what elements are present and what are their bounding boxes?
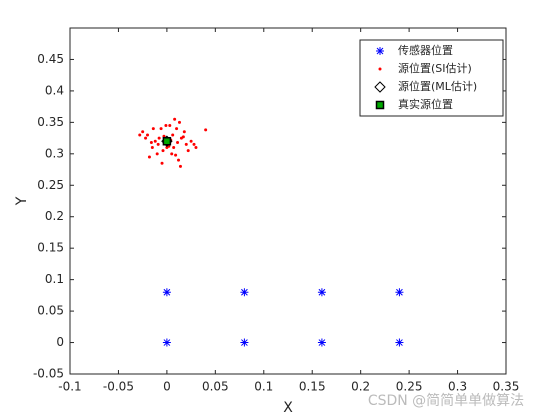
marker-dot xyxy=(160,161,164,165)
y-tick-label: 0.1 xyxy=(45,272,64,286)
watermark: CSDN @简简单单做算法 xyxy=(368,392,524,409)
y-tick-label: 0.25 xyxy=(37,178,64,192)
marker-asterisk xyxy=(317,338,326,347)
marker-dot xyxy=(149,140,153,144)
x-tick-label: 0.35 xyxy=(493,380,520,394)
marker-dot xyxy=(141,130,145,134)
marker-dot xyxy=(177,158,181,162)
x-tick-label: -0.05 xyxy=(103,380,134,394)
marker-dot xyxy=(162,134,166,138)
marker-dot xyxy=(173,117,177,121)
x-tick-label: 0.1 xyxy=(254,380,273,394)
marker-dot xyxy=(147,155,151,159)
marker-asterisk xyxy=(162,288,171,297)
x-tick-label: 0.3 xyxy=(448,380,467,394)
y-axis-label: Y xyxy=(14,196,30,206)
marker-dot xyxy=(144,136,148,140)
marker-asterisk xyxy=(162,338,171,347)
marker-dot xyxy=(174,153,178,157)
marker-asterisk xyxy=(395,288,404,297)
legend-label: 传感器位置 xyxy=(398,43,453,57)
marker-dot xyxy=(181,135,185,139)
marker-dot xyxy=(182,130,186,134)
marker-asterisk xyxy=(395,338,404,347)
y-tick-label: 0.2 xyxy=(45,209,64,223)
marker-dot xyxy=(176,140,180,144)
y-tick-label: 0.15 xyxy=(37,241,64,255)
legend-marker xyxy=(378,67,382,71)
marker-asterisk xyxy=(240,338,249,347)
marker-dot xyxy=(155,152,159,156)
y-tick-label: -0.05 xyxy=(33,367,64,381)
marker-dot xyxy=(170,152,174,156)
marker-dot xyxy=(146,133,150,137)
marker-dot xyxy=(194,146,198,150)
marker-dot xyxy=(168,124,172,128)
marker-dot xyxy=(156,142,160,146)
legend-label: 真实源位置 xyxy=(398,97,453,111)
legend-label: 源位置(ML估计) xyxy=(398,79,477,93)
marker-dot xyxy=(164,124,168,128)
marker-dot xyxy=(177,120,181,124)
x-tick-label: -0.1 xyxy=(58,380,81,394)
marker-dot xyxy=(159,127,163,131)
marker-dot xyxy=(175,127,179,131)
marker-square xyxy=(162,136,172,146)
marker-dot xyxy=(186,149,190,153)
y-tick-label: 0 xyxy=(56,335,64,349)
x-tick-label: 0.15 xyxy=(299,380,326,394)
marker-dot xyxy=(189,139,193,143)
legend-marker xyxy=(374,81,386,93)
marker-dot xyxy=(153,139,157,143)
legend-marker xyxy=(376,47,384,55)
marker-dot xyxy=(171,133,175,137)
y-tick-label: 0.45 xyxy=(37,52,64,66)
marker-dot xyxy=(178,164,182,168)
x-tick-label: 0.2 xyxy=(351,380,370,394)
legend-marker xyxy=(375,100,385,110)
y-tick-label: 0.35 xyxy=(37,115,64,129)
marker-asterisk xyxy=(317,288,326,297)
marker-dot xyxy=(192,142,196,146)
marker-dot xyxy=(184,142,188,146)
y-tick-label: 0.3 xyxy=(45,146,64,160)
marker-dot xyxy=(151,127,155,131)
marker-dot xyxy=(161,149,165,153)
marker-dot xyxy=(150,146,154,150)
marker-dot xyxy=(172,146,176,150)
x-axis-label: X xyxy=(283,400,293,416)
y-tick-label: 0.05 xyxy=(37,304,64,318)
marker-asterisk xyxy=(240,288,249,297)
x-tick-label: 0.25 xyxy=(396,380,423,394)
x-tick-label: 0.05 xyxy=(202,380,229,394)
marker-dot xyxy=(138,133,142,137)
marker-dot xyxy=(157,136,161,140)
x-tick-label: 0 xyxy=(163,380,171,394)
y-tick-label: 0.4 xyxy=(45,83,64,97)
legend-label: 源位置(SI估计) xyxy=(398,61,472,75)
marker-dot xyxy=(204,128,208,132)
